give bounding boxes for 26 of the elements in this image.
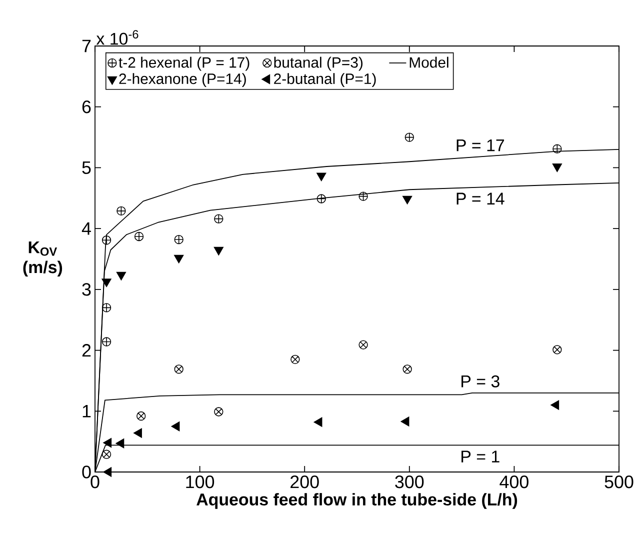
legend-label: 2-butanal (P=1) (274, 73, 376, 88)
legend-label: Model (410, 56, 448, 68)
y-tick-label: 5 (82, 161, 91, 174)
x-tick-label: 200 (290, 476, 319, 488)
y-tick-label: 4 (82, 222, 91, 235)
annotation: P = 3 (462, 375, 500, 388)
y-axis-title: K$_{OV}$ (m/s) (23, 241, 62, 277)
y-tick-label: 3 (82, 283, 91, 296)
x-axis-title: Aqueous feed flow in the tube-side (L/h) (196, 493, 518, 509)
x-tick-label: 500 (604, 476, 634, 488)
legend-label: 2-hexanone (P=14) (119, 73, 246, 88)
y-tick-label: 0 (82, 466, 91, 478)
annotation: P = 14 (456, 192, 504, 204)
x-tick-label: 0 (90, 476, 100, 488)
x-tick-label: 100 (186, 476, 214, 488)
y-tick-label: 7 (82, 40, 91, 52)
annotation: P = 1 (462, 450, 500, 462)
y-tick-label: 1 (82, 404, 91, 418)
x-tick-label: 400 (500, 476, 528, 488)
annotation: P = 17 (456, 140, 504, 152)
legend-label: t-2 hexenal (P = 17) (118, 56, 250, 71)
text: x 10$^{-6}$ (96, 30, 138, 45)
x-tick-label: 300 (395, 476, 424, 488)
y-tick-label: 6 (82, 100, 91, 114)
legend-label: butanal (P=3) (274, 56, 362, 71)
y-tick-label: 2 (82, 344, 91, 357)
